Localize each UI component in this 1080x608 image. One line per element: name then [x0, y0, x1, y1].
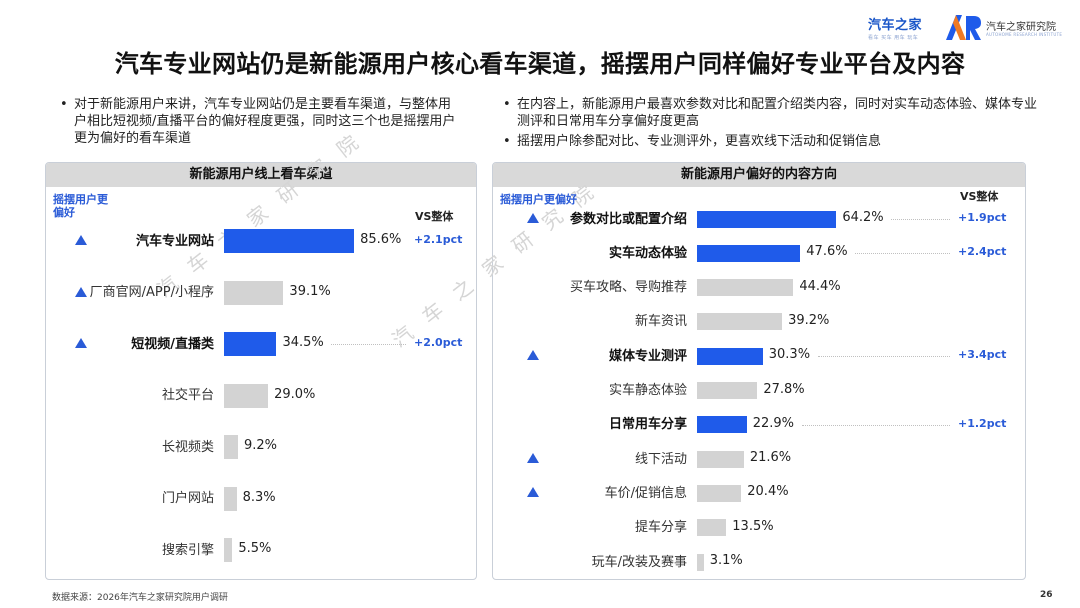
bullet-item: 对于新能源用户来讲，汽车专业网站仍是主要看车渠道，与整体用户相比短视频/直播平台…	[60, 96, 460, 147]
bar	[224, 280, 284, 305]
vs-overall-value: +2.4pct	[958, 245, 1007, 259]
bar	[697, 519, 727, 537]
category-label: 日常用车分享	[608, 417, 687, 433]
value-label: 30.3%	[768, 347, 811, 363]
value-label: 85.6%	[360, 232, 402, 247]
swing-preference-header: 摇摆用户更偏好	[53, 193, 108, 219]
ar-logo-icon	[946, 15, 981, 40]
dotted-leader-line	[817, 356, 950, 358]
autohome-logo-text: 汽车之家	[868, 18, 923, 33]
value-label: 21.6%	[749, 450, 792, 466]
category-label: 搜索引擎	[161, 542, 214, 558]
category-label: 线下活动	[634, 451, 687, 467]
vs-overall-header: VS整体	[960, 190, 999, 203]
value-label: 5.5%	[238, 541, 272, 556]
value-label: 64.2%	[842, 210, 884, 225]
bar	[697, 553, 704, 571]
category-label: 门户网站	[161, 491, 214, 506]
left-bullets: 对于新能源用户来讲，汽车专业网站仍是主要看车渠道，与整体用户相比短视频/直播平台…	[60, 96, 460, 147]
bar	[697, 484, 742, 502]
bar	[697, 244, 801, 262]
autohome-logo-tagline: 看车 买车 用车 玩车	[868, 35, 919, 41]
swing-preferred-triangle-icon	[527, 453, 539, 464]
bar	[224, 435, 238, 459]
autohome-logo: 汽车之家 看车 买车 用车 玩车	[868, 14, 936, 42]
category-label: 实车动态体验	[608, 245, 687, 261]
value-label: 3.1%	[709, 553, 743, 568]
vs-overall-value: +2.0pct	[414, 336, 463, 349]
bar	[224, 538, 233, 562]
value-label: 44.4%	[799, 278, 841, 294]
dotted-leader-line	[891, 219, 950, 220]
value-label: 34.5%	[282, 335, 324, 350]
value-label: 29.0%	[274, 386, 316, 402]
bar	[224, 383, 269, 408]
swing-preferred-triangle-icon	[75, 286, 87, 297]
vs-overall-value: +3.4pct	[958, 348, 1007, 362]
value-label: 9.2%	[243, 438, 277, 453]
swing-preferred-triangle-icon	[527, 350, 539, 361]
bar	[224, 229, 355, 253]
category-label: 新车资讯	[634, 314, 687, 330]
bar	[224, 332, 277, 356]
vs-overall-value: +1.2pct	[958, 416, 1007, 430]
content-chart-panel: 新能源用户偏好的内容方向	[492, 162, 1026, 580]
bar	[697, 210, 837, 228]
page-title: 汽车专业网站仍是新能源用户核心看车渠道，摇摆用户同样偏好专业平台及内容	[114, 50, 966, 78]
research-institute-logo: 汽车之家研究院 AUTOHOME RESEARCH INSTITUTE	[944, 12, 1074, 42]
bar	[697, 382, 758, 399]
dotted-leader-line	[855, 253, 950, 255]
value-label: 22.9%	[752, 415, 794, 431]
dotted-leader-line	[331, 344, 406, 345]
category-label: 社交平台	[161, 388, 214, 403]
vs-overall-value: +2.1pct	[414, 233, 463, 246]
research-institute-text: 汽车之家研究院	[986, 22, 1056, 33]
swing-preferred-triangle-icon	[75, 338, 87, 348]
research-institute-subtext: AUTOHOME RESEARCH INSTITUTE	[986, 32, 1063, 37]
category-label: 汽车专业网站	[135, 233, 214, 249]
channel-chart-panel: 新能源用户线上看车渠道	[45, 162, 477, 580]
category-label: 车价/促销信息	[604, 485, 687, 501]
category-label: 媒体专业测评	[608, 348, 687, 364]
value-label: 27.8%	[763, 381, 805, 397]
swing-preferred-triangle-icon	[527, 487, 539, 498]
data-source-note: 数据来源：2026年汽车之家研究院用户调研	[52, 593, 228, 603]
vs-overall-header: VS整体	[415, 210, 454, 223]
channel-chart-title: 新能源用户线上看车渠道	[46, 163, 476, 187]
value-label: 20.4%	[747, 484, 789, 500]
value-label: 47.6%	[806, 244, 848, 260]
category-label: 玩车/改装及赛事	[591, 554, 687, 570]
value-label: 39.1%	[289, 283, 331, 299]
swing-preference-header: 摇摆用户更偏好	[500, 193, 577, 206]
bullet-item: 在内容上，新能源用户最喜欢参数对比和配置介绍类内容，同时对实车动态体验、媒体专业…	[503, 96, 1043, 130]
bar	[697, 450, 744, 468]
bar	[697, 279, 794, 297]
content-chart-title: 新能源用户偏好的内容方向	[493, 163, 1025, 187]
category-label: 买车攻略、导购推荐	[569, 280, 687, 296]
bar	[697, 416, 747, 434]
category-label: 实车静态体验	[608, 383, 687, 398]
bar	[697, 313, 783, 331]
dotted-leader-line	[801, 424, 950, 426]
category-label: 长视频类	[161, 439, 214, 455]
vs-overall-value: +1.9pct	[958, 211, 1007, 224]
category-label: 短视频/直播类	[131, 336, 214, 352]
bar	[224, 486, 237, 511]
category-label: 参数对比或配置介绍	[569, 211, 687, 227]
swing-preferred-triangle-icon	[527, 213, 539, 223]
value-label: 39.2%	[788, 312, 830, 328]
page-number: 26	[1040, 590, 1053, 600]
category-label: 厂商官网/APP/小程序	[89, 285, 214, 300]
bullet-item: 摇摆用户除参配对比、专业测评外，更喜欢线下活动和促销信息	[503, 133, 1043, 150]
category-label: 提车分享	[634, 520, 687, 536]
bar	[697, 347, 763, 365]
value-label: 13.5%	[732, 518, 774, 534]
value-label: 8.3%	[242, 489, 276, 505]
right-bullets: 在内容上，新能源用户最喜欢参数对比和配置介绍类内容，同时对实车动态体验、媒体专业…	[503, 96, 1043, 153]
swing-preferred-triangle-icon	[75, 235, 87, 245]
